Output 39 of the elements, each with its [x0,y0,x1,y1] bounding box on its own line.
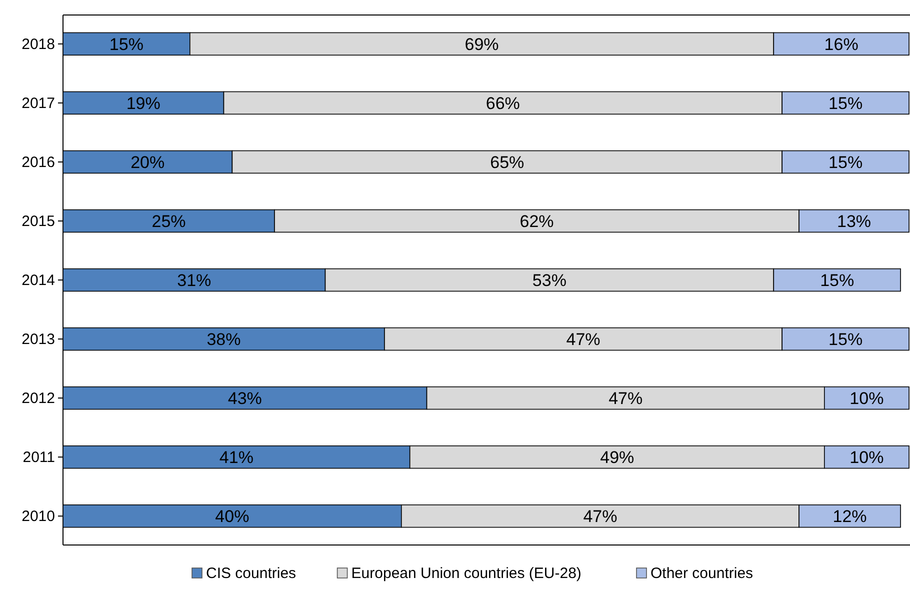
data-label: 47% [566,330,600,350]
legend-label: CIS countries [206,565,296,582]
data-label: 15% [828,94,863,113]
data-label: 15% [820,271,854,290]
y-tick-label: 2017 [22,94,55,112]
legend-label: European Union countries (EU-28) [351,565,582,582]
data-label: 47% [583,507,618,526]
data-label: 15% [109,34,144,54]
data-label: 25% [152,212,186,231]
y-tick-label: 2014 [22,272,55,289]
data-label: 13% [836,212,872,231]
data-label: 16% [824,34,858,54]
data-label: 10% [850,448,884,468]
data-label: 43% [228,389,262,408]
data-label: 15% [828,330,863,350]
y-tick-label: 2016 [22,154,55,171]
data-label: 15% [828,152,863,172]
data-label: 62% [520,212,554,231]
y-tick-label: 2013 [22,331,55,348]
data-label: 31% [177,271,212,290]
legend-label: Other countries [650,565,754,582]
data-label: 53% [532,271,566,290]
y-tick-label: 2018 [22,36,55,53]
y-tick-label: 2011 [22,449,55,466]
data-label: 20% [130,152,165,172]
data-label: 41% [219,448,254,468]
y-tick-label: 2015 [22,212,55,230]
data-label: 40% [215,507,250,526]
data-label: 38% [206,330,241,350]
data-label: 66% [486,94,520,113]
data-label: 12% [832,507,867,526]
data-label: 49% [600,448,634,468]
data-label: 19% [126,94,160,113]
y-tick-label: 2012 [22,390,55,408]
data-label: 65% [490,152,524,172]
y-tick-label: 2010 [22,508,55,526]
data-label: 10% [850,389,884,408]
data-label: 69% [464,34,499,54]
data-label: 47% [608,389,643,408]
